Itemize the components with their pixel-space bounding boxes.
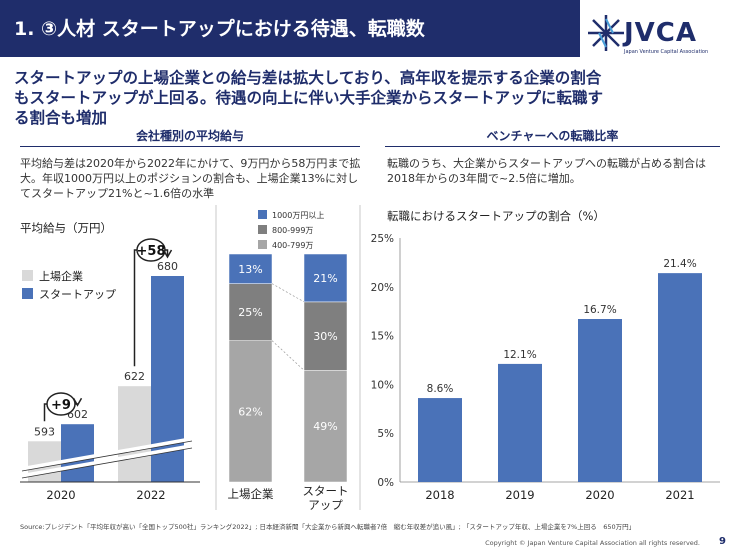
diff-label-0: +9 — [51, 398, 71, 413]
salary-x-label-2020: 2020 — [46, 488, 75, 502]
stack-connector-0 — [271, 340, 305, 371]
jvca-logo: JVCA Japan Venture Capital Association — [580, 0, 740, 66]
diff-arrow-0 — [72, 397, 83, 407]
stack-seg-1-1 — [303, 301, 348, 371]
ratio-bar-label-2020: 16.7% — [583, 304, 616, 316]
salary-chart: 59360220206226802022+9+581000万円以上800-999… — [20, 205, 720, 512]
ratio-bar-2019 — [498, 363, 542, 482]
ratio-bar-label-2018: 8.6% — [427, 383, 454, 395]
stack-x-label-0: 上場企業 — [228, 487, 274, 501]
legend-swatch-listed — [22, 270, 33, 281]
axis-break-gap-1 — [21, 437, 193, 471]
salary-axis-label: 平均給与（万円） — [20, 221, 112, 235]
ratio-x-label-2019: 2019 — [505, 488, 534, 502]
legend-label-startup: スタートアップ — [39, 288, 116, 301]
ratio-bar-2021 — [658, 273, 702, 482]
diff-bracket-1 — [133, 249, 169, 367]
stack-legend-swatch-1 — [258, 225, 267, 234]
ratio-y-tick-4: 20% — [371, 282, 394, 294]
stack-seg-label: 25% — [238, 306, 262, 319]
left-section-title: 会社種別の平均給与 — [135, 129, 244, 143]
copyright: Copyright © Japan Venture Capital Associ… — [485, 539, 700, 547]
ratio-y-tick-2: 10% — [371, 379, 394, 391]
stack-seg-label: 21% — [313, 272, 337, 285]
salary-bar-2020-startup — [61, 424, 94, 482]
stack-legend-label-2: 400-799万 — [272, 241, 313, 250]
legend-label-listed: 上場企業 — [39, 270, 83, 283]
ratio-y-tick-3: 15% — [371, 331, 394, 343]
logo-text: JVCA — [624, 18, 697, 48]
stack-x-label-1b: アップ — [308, 498, 343, 512]
salary-bar-2022-listed — [118, 386, 151, 482]
right-section-title: ベンチャーへの転職比率 — [486, 129, 619, 143]
stack-legend-swatch-0 — [258, 210, 267, 219]
diff-label-1: +58 — [137, 244, 166, 259]
axis-break-gap-0 — [21, 444, 193, 478]
stack-seg-0-1 — [228, 283, 273, 341]
stack-seg-0-2 — [228, 253, 273, 284]
left-description: 平均給与差は2020年から2022年にかけて、9万円から58万円まで拡大。年収1… — [20, 157, 361, 200]
salary-value-label: 593 — [34, 425, 55, 438]
ratio-bar-2020 — [578, 319, 622, 482]
stack-legend-label-0: 1000万円以上 — [272, 211, 324, 220]
diff-arrow-1 — [162, 249, 173, 259]
axis-break-line-1 — [21, 440, 193, 472]
left-section-rule — [20, 146, 360, 147]
ratio-x-label-2018: 2018 — [425, 488, 454, 502]
stack-seg-0-0 — [228, 340, 273, 483]
ratio-bar-label-2021: 21.4% — [663, 258, 696, 270]
page-title: 1. ③人材 スタートアップにおける待遇、転職数 — [14, 18, 425, 40]
stack-legend-label-1: 800-999万 — [272, 226, 313, 235]
stack-seg-1-2 — [303, 253, 348, 303]
ratio-y-tick-0: 0% — [377, 477, 394, 489]
stack-x-label-1: スタート — [303, 484, 349, 498]
stack-seg-label: 62% — [238, 405, 262, 418]
right-description: 転職のうち、大企業からスタートアップへの転職が占める割合は2018年からの3年間… — [387, 157, 706, 185]
ratio-bar-label-2019: 12.1% — [503, 349, 536, 361]
stack-connector-1 — [271, 283, 305, 303]
headline: スタートアップの上場企業との給与差は拡大しており、高年収を提示する企業の割合もス… — [14, 69, 604, 127]
page-number: 9 — [719, 536, 726, 547]
stack-legend-swatch-2 — [258, 240, 267, 249]
axis-break-line-0 — [21, 447, 193, 479]
salary-x-label-2022: 2022 — [136, 488, 165, 502]
ratio-x-label-2021: 2021 — [665, 488, 694, 502]
legend-swatch-startup — [22, 288, 33, 299]
ratio-bar-2018 — [418, 398, 462, 482]
ratio-chart-title: 転職におけるスタートアップの割合（%） — [387, 209, 605, 223]
stack-seg-label: 30% — [313, 330, 337, 343]
ratio-y-tick-5: 25% — [371, 233, 394, 245]
salary-value-label: 622 — [124, 370, 145, 383]
logo-subtitle: Japan Venture Capital Association — [624, 49, 709, 55]
source-note: Source:プレジデント「平均年収が高い「全国トップ500社」ランキング202… — [20, 523, 636, 531]
salary-value-label: 680 — [157, 260, 178, 273]
footer-bar — [0, 536, 740, 550]
jvca-star-icon — [588, 15, 624, 51]
stack-seg-label: 49% — [313, 420, 337, 433]
ratio-x-label-2020: 2020 — [585, 488, 614, 502]
stack-seg-1-0 — [303, 370, 348, 483]
right-section-rule — [385, 146, 720, 147]
stack-seg-label: 13% — [238, 263, 262, 276]
ratio-y-tick-1: 5% — [377, 428, 394, 440]
